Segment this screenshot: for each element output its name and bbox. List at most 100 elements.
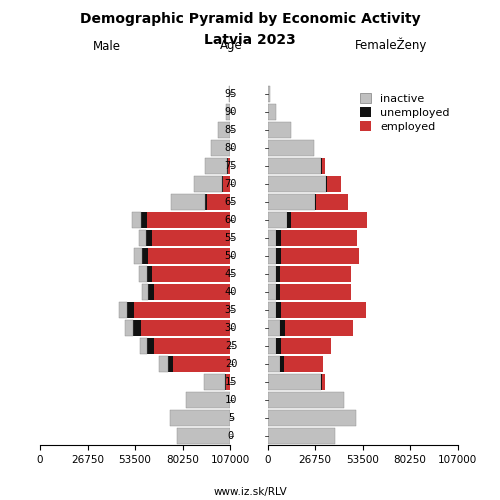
- Text: www.iz.sk/RLV: www.iz.sk/RLV: [213, 488, 287, 498]
- Bar: [321, 158, 322, 174]
- Text: 50: 50: [225, 251, 237, 261]
- Bar: [276, 248, 281, 264]
- Bar: [224, 374, 226, 390]
- Bar: [268, 302, 276, 318]
- Bar: [276, 230, 281, 246]
- Bar: [268, 212, 287, 228]
- Text: 5: 5: [228, 413, 234, 423]
- Bar: [268, 140, 314, 156]
- Bar: [141, 320, 230, 336]
- Bar: [205, 158, 227, 174]
- Bar: [132, 212, 141, 228]
- Bar: [281, 302, 366, 318]
- Bar: [322, 374, 325, 390]
- Bar: [316, 194, 348, 210]
- Text: 20: 20: [225, 359, 237, 369]
- Bar: [281, 338, 330, 353]
- Bar: [146, 230, 152, 246]
- Bar: [268, 230, 276, 246]
- Bar: [154, 338, 230, 353]
- Bar: [186, 392, 230, 407]
- Bar: [140, 266, 146, 281]
- Bar: [173, 356, 230, 372]
- Text: 65: 65: [225, 197, 237, 207]
- Text: 75: 75: [225, 161, 237, 171]
- Bar: [268, 374, 321, 390]
- Text: 45: 45: [225, 269, 237, 279]
- Bar: [268, 284, 276, 300]
- Bar: [290, 212, 367, 228]
- Text: 95: 95: [225, 89, 237, 99]
- Bar: [168, 356, 173, 372]
- Text: 70: 70: [225, 179, 237, 189]
- Bar: [322, 158, 325, 174]
- Bar: [152, 230, 230, 246]
- Bar: [268, 338, 276, 353]
- Bar: [281, 230, 357, 246]
- Bar: [268, 410, 356, 426]
- Bar: [142, 284, 148, 300]
- Bar: [268, 356, 280, 372]
- Text: 40: 40: [225, 287, 237, 297]
- Bar: [268, 248, 276, 264]
- Bar: [321, 374, 322, 390]
- Bar: [226, 104, 230, 120]
- Bar: [170, 410, 230, 426]
- Text: 25: 25: [225, 341, 237, 351]
- Bar: [148, 338, 154, 353]
- Bar: [207, 194, 230, 210]
- Text: Age: Age: [220, 40, 242, 52]
- Bar: [134, 248, 142, 264]
- Text: Male: Male: [92, 40, 120, 52]
- Bar: [268, 392, 344, 407]
- Bar: [154, 284, 230, 300]
- Text: 80: 80: [225, 143, 237, 153]
- Bar: [134, 302, 230, 318]
- Text: 30: 30: [225, 323, 237, 333]
- Bar: [127, 302, 134, 318]
- Bar: [152, 266, 230, 281]
- Bar: [226, 374, 230, 390]
- Bar: [227, 158, 228, 174]
- Bar: [286, 320, 352, 336]
- Bar: [176, 428, 230, 444]
- Bar: [146, 212, 230, 228]
- Bar: [140, 338, 147, 353]
- Bar: [268, 266, 276, 281]
- Legend: inactive, unemployed, employed: inactive, unemployed, employed: [358, 90, 452, 134]
- Text: 85: 85: [225, 125, 237, 135]
- Bar: [326, 176, 327, 192]
- Bar: [205, 194, 207, 210]
- Bar: [280, 284, 351, 300]
- Bar: [146, 266, 152, 281]
- Text: Latvia 2023: Latvia 2023: [204, 32, 296, 46]
- Bar: [222, 176, 223, 192]
- Bar: [148, 284, 154, 300]
- Bar: [284, 356, 324, 372]
- Bar: [159, 356, 168, 372]
- Bar: [268, 428, 335, 444]
- Bar: [281, 248, 359, 264]
- Bar: [142, 248, 148, 264]
- Bar: [280, 320, 285, 336]
- Text: 90: 90: [225, 107, 237, 117]
- Bar: [276, 302, 281, 318]
- Bar: [138, 230, 145, 246]
- Bar: [268, 86, 270, 102]
- Text: 15: 15: [225, 377, 237, 387]
- Bar: [133, 320, 141, 336]
- Bar: [268, 320, 280, 336]
- Bar: [194, 176, 222, 192]
- Bar: [204, 374, 225, 390]
- Bar: [327, 176, 341, 192]
- Text: 0: 0: [228, 431, 234, 441]
- Bar: [223, 176, 230, 192]
- Text: 60: 60: [225, 215, 237, 225]
- Text: Demographic Pyramid by Economic Activity: Demographic Pyramid by Economic Activity: [80, 12, 420, 26]
- Bar: [125, 320, 133, 336]
- Bar: [228, 86, 230, 102]
- Bar: [268, 104, 276, 120]
- Text: FemaleŽeny: FemaleŽeny: [355, 38, 427, 52]
- Bar: [172, 194, 205, 210]
- Bar: [218, 122, 230, 138]
